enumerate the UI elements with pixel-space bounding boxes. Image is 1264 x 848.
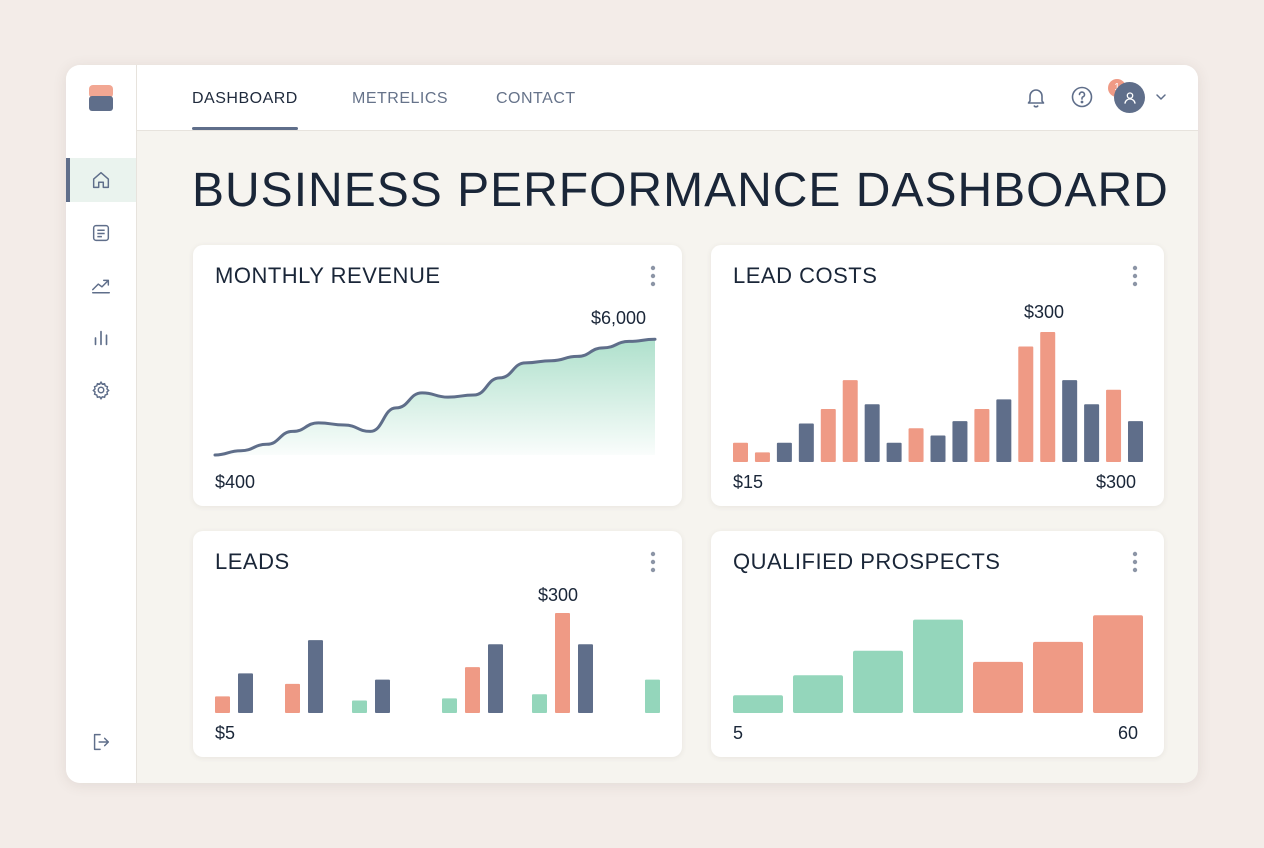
card-title: MONTHLY REVENUE xyxy=(215,263,441,288)
chart-peak-label: $300 xyxy=(1024,302,1065,322)
lead-cost-bar xyxy=(864,404,880,462)
leads-bar xyxy=(645,679,660,713)
sidebar xyxy=(66,65,137,783)
bell-icon[interactable] xyxy=(1024,85,1048,109)
chart-min-label: $5 xyxy=(215,723,236,743)
prospect-bar xyxy=(973,661,1023,713)
leads-bar xyxy=(375,679,390,713)
sidebar-item-documents[interactable] xyxy=(66,211,136,255)
leads-bar xyxy=(555,613,570,713)
leads-bar-chart xyxy=(215,613,660,713)
lead-costs-bar-chart xyxy=(733,332,1143,462)
lead-cost-bar xyxy=(974,409,990,462)
leads-bar xyxy=(285,683,300,713)
bar-chart-icon xyxy=(94,330,108,346)
lead-cost-bar xyxy=(1062,380,1078,462)
revenue-area-chart xyxy=(213,337,657,457)
leads-bar xyxy=(442,698,457,713)
home-icon xyxy=(92,171,110,189)
leads-card: LEADS $300 $5 xyxy=(193,531,682,757)
gear-icon xyxy=(92,380,110,401)
lead-cost-bar xyxy=(996,399,1012,462)
prospect-bar xyxy=(913,619,963,713)
leads-bar xyxy=(578,644,593,713)
prospect-bar xyxy=(1033,641,1083,713)
prospect-bar xyxy=(1093,615,1143,713)
prospects-bar-chart xyxy=(733,615,1143,713)
lead-cost-bar xyxy=(733,442,748,462)
chart-peak-label: $300 xyxy=(538,585,579,605)
chart-max-label: $300 xyxy=(1096,472,1137,492)
tab-dashboard[interactable]: DASHBOARD xyxy=(192,65,298,130)
qualified-prospects-card: QUALIFIED PROSPECTS 5 60 xyxy=(711,531,1164,757)
card-title: LEADS xyxy=(215,549,290,574)
sidebar-item-analytics[interactable] xyxy=(66,316,136,360)
chevron-down-icon[interactable] xyxy=(1154,90,1168,104)
app-window: DASHBOARD METRELICS CONTACT 1 BUSINESS P… xyxy=(66,65,1198,783)
help-icon[interactable] xyxy=(1070,85,1094,109)
more-options-icon[interactable] xyxy=(1132,265,1138,287)
document-icon xyxy=(92,224,110,242)
logout-icon xyxy=(93,733,110,751)
lead-cost-bar xyxy=(842,380,858,462)
monthly-revenue-card: MONTHLY REVENUE $6,000 $400 xyxy=(193,245,682,506)
leads-bar xyxy=(238,673,253,713)
sidebar-item-trends[interactable] xyxy=(66,263,136,307)
leads-bar xyxy=(532,694,547,713)
lead-cost-bar xyxy=(1128,421,1143,462)
leads-bar xyxy=(488,644,503,713)
more-options-icon[interactable] xyxy=(650,551,656,573)
sidebar-item-home[interactable] xyxy=(66,158,136,202)
lead-cost-bar xyxy=(952,421,968,462)
lead-cost-bar xyxy=(930,435,946,462)
page-title: BUSINESS PERFORMANCE DASHBOARD xyxy=(192,164,1169,217)
lead-cost-bar xyxy=(886,442,902,462)
leads-bar xyxy=(465,667,480,713)
prospect-bar xyxy=(853,650,903,713)
sidebar-item-settings[interactable] xyxy=(66,368,136,412)
prospect-bar xyxy=(733,695,783,713)
app-logo xyxy=(89,85,113,111)
lead-cost-bar xyxy=(754,452,770,462)
chart-min-label: 5 xyxy=(733,723,744,743)
leads-bar xyxy=(215,696,230,713)
more-options-icon[interactable] xyxy=(650,265,656,287)
leads-bar xyxy=(308,640,323,713)
lead-cost-bar xyxy=(798,423,814,462)
user-icon xyxy=(1123,91,1136,104)
card-title: QUALIFIED PROSPECTS xyxy=(733,549,1001,574)
chart-max-label: $6,000 xyxy=(591,308,647,328)
chart-max-label: 60 xyxy=(1118,723,1139,743)
avatar[interactable] xyxy=(1114,82,1145,113)
top-navigation-bar: DASHBOARD METRELICS CONTACT 1 xyxy=(137,65,1198,131)
lead-cost-bar xyxy=(1040,332,1056,462)
revenue-line xyxy=(213,337,657,457)
lead-cost-bar xyxy=(1018,346,1034,462)
revenue-area xyxy=(215,339,655,455)
card-title: LEAD COSTS xyxy=(733,263,878,288)
logout-button[interactable] xyxy=(66,720,136,764)
lead-costs-card: LEAD COSTS $300 $15 $300 xyxy=(711,245,1164,506)
tab-metrelics[interactable]: METRELICS xyxy=(352,90,449,107)
leads-bar xyxy=(352,700,367,713)
prospect-bar xyxy=(793,675,843,713)
trending-icon xyxy=(92,279,110,294)
more-options-icon[interactable] xyxy=(1132,551,1138,573)
chart-min-label: $400 xyxy=(215,472,256,492)
lead-cost-bar xyxy=(1106,389,1122,462)
chart-min-label: $15 xyxy=(733,472,764,492)
lead-cost-bar xyxy=(1084,404,1100,462)
lead-cost-bar xyxy=(908,428,924,462)
lead-cost-bar xyxy=(776,442,792,462)
lead-cost-bar xyxy=(820,409,836,462)
tab-contact[interactable]: CONTACT xyxy=(496,90,576,107)
